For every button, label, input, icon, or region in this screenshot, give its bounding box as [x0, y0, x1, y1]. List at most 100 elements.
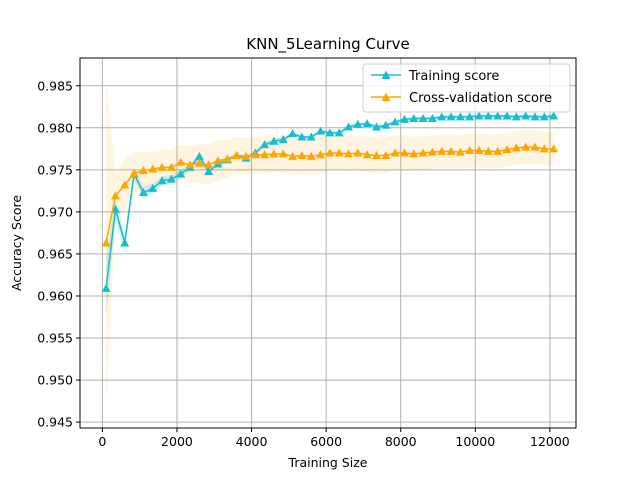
cv-score-point — [120, 180, 130, 189]
training-score-point — [381, 120, 391, 129]
training-score-point — [437, 112, 447, 121]
cv-score-point — [260, 150, 270, 159]
cv-score-point — [381, 151, 391, 160]
plot-frame — [79, 57, 577, 429]
series-lines — [101, 111, 559, 292]
training-score-point — [325, 128, 335, 137]
legend-cv-marker — [381, 92, 391, 101]
cv-score-point — [418, 148, 428, 157]
y-tick-label: 0.950 — [37, 373, 73, 388]
training-score-point — [446, 112, 456, 121]
training-score-point — [101, 283, 111, 292]
y-tick-label: 0.960 — [37, 288, 73, 303]
cv-score-point — [194, 158, 204, 167]
training-score-point — [138, 188, 148, 197]
cv-score-point — [213, 156, 223, 165]
training-score-point — [530, 112, 540, 121]
legend-box — [362, 63, 571, 113]
cv-score-point — [521, 142, 531, 151]
cv-score-point — [138, 166, 148, 175]
legend: Training score Cross-validation score — [362, 63, 571, 113]
cv-score-point — [427, 147, 437, 156]
cv-score-point — [455, 147, 465, 156]
cv-score-point — [371, 151, 381, 160]
cv-score-point — [474, 146, 484, 154]
cv-score-point — [157, 162, 167, 171]
training-score-point — [474, 111, 484, 120]
training-score-point — [278, 135, 288, 144]
y-tick-label: 0.985 — [37, 78, 73, 93]
training-score-point — [166, 174, 176, 183]
cv-score-point — [316, 150, 326, 159]
legend-training-marker — [381, 70, 391, 79]
cv-score-point — [101, 238, 111, 247]
y-tick-label: 0.945 — [37, 415, 73, 430]
training-score-point — [409, 114, 419, 123]
training-score-point — [371, 122, 381, 131]
training-score-point — [390, 117, 400, 126]
cv-score-point — [511, 143, 521, 152]
cv-score-point — [185, 160, 195, 169]
cv-score-point — [465, 146, 475, 154]
x-tick-label: 4000 — [236, 434, 268, 449]
training-score-point — [418, 114, 428, 123]
training-score-point — [362, 119, 372, 128]
training-score-point — [539, 112, 549, 121]
cv-score-point — [297, 151, 307, 160]
y-tick-label: 0.965 — [37, 246, 73, 261]
cv-score-point — [362, 150, 372, 159]
cv-score-point — [288, 151, 298, 160]
training-score-point — [204, 167, 214, 176]
cv-score-point — [129, 168, 139, 177]
training-score-point — [549, 111, 559, 120]
cv-score-point — [353, 148, 363, 157]
training-score-point — [269, 136, 279, 145]
cv-score-point — [549, 144, 559, 153]
cv-score-point — [437, 146, 447, 155]
cv-score-point — [493, 146, 503, 155]
cv-score-point — [446, 146, 456, 155]
y-tick-label: 0.970 — [37, 204, 73, 219]
cv-score-point — [390, 148, 400, 157]
cv-score-point — [278, 149, 288, 158]
training-score-point — [399, 114, 409, 123]
cv-score-point — [241, 151, 251, 160]
training-score-point — [455, 112, 465, 121]
cv-score-point — [344, 149, 354, 158]
x-tick-label: 2000 — [161, 434, 193, 449]
x-axis-label: Training Size — [288, 455, 368, 470]
cv-score-point — [222, 154, 232, 163]
training-score-point — [334, 128, 344, 137]
axis-ticks: 0 2000 4000 6000 8000 10000 12000 0.945 0.950 0.9… — [37, 78, 570, 449]
y-tick-label: 0.955 — [37, 331, 73, 346]
training-score-point — [344, 122, 354, 131]
cv-score-point — [204, 160, 214, 169]
chart-title: KNN_5Learning Curve — [246, 35, 409, 54]
cv-score-point — [409, 149, 419, 158]
cv-score-point — [325, 148, 335, 157]
training-score-point — [260, 140, 270, 149]
training-score-point — [148, 183, 158, 192]
cv-score-point — [250, 150, 260, 159]
training-score-point — [120, 238, 130, 247]
training-score-point — [194, 151, 204, 160]
training-score-point — [483, 111, 493, 120]
x-tick-label: 10000 — [455, 434, 495, 449]
training-score-point — [465, 112, 475, 121]
cv-score-point — [232, 151, 242, 160]
training-score-point — [353, 119, 363, 128]
cv-score-point — [176, 157, 186, 166]
training-score-point — [306, 132, 316, 141]
cv-score-point — [306, 151, 316, 160]
cv-score-point — [530, 142, 540, 151]
cv-score-point — [483, 146, 493, 155]
cv-score-point — [502, 145, 512, 154]
x-tick-label: 8000 — [385, 434, 417, 449]
cv-score-point — [148, 164, 158, 173]
grid — [80, 58, 576, 428]
x-tick-label: 0 — [98, 434, 106, 449]
y-tick-label: 0.980 — [37, 120, 73, 135]
training-score-point — [297, 132, 307, 141]
y-axis-label: Accuracy Score — [9, 195, 24, 291]
